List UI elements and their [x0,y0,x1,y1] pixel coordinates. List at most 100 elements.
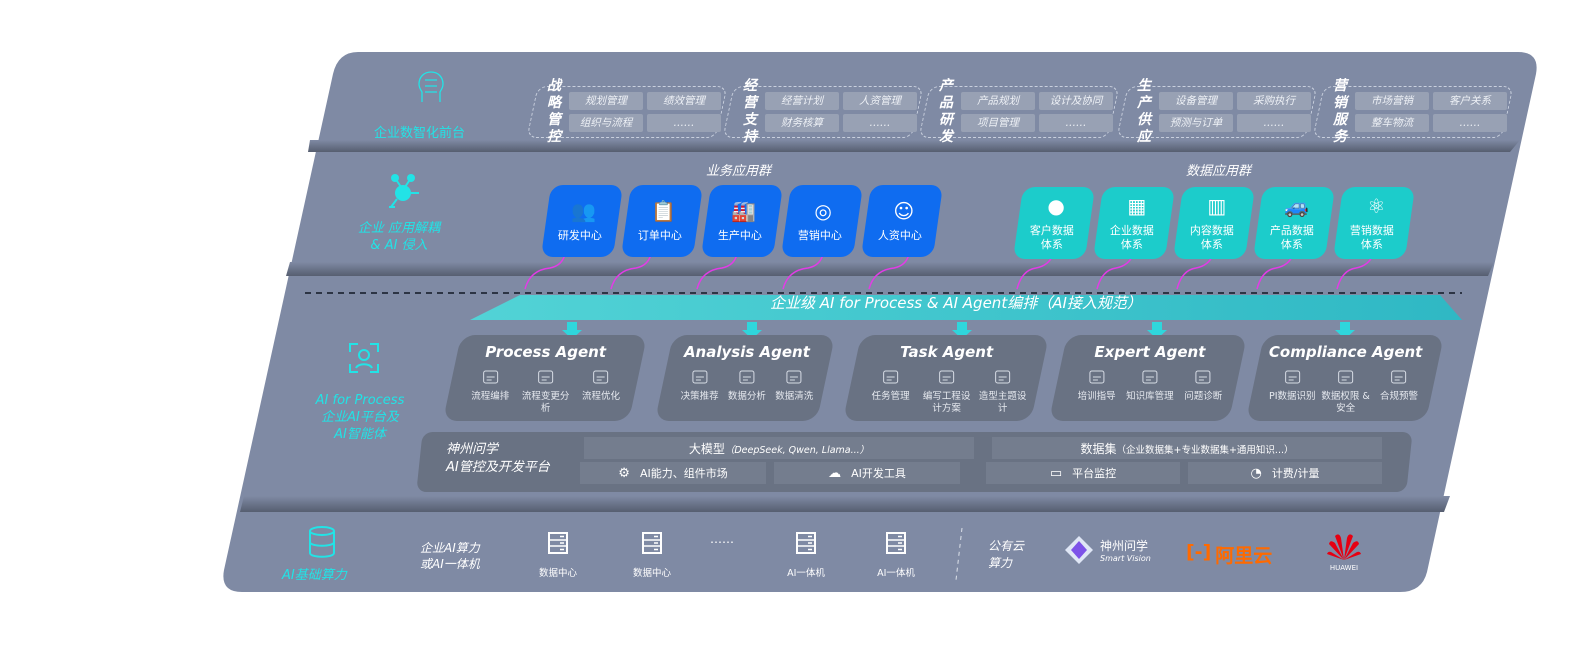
front-item[interactable]: 规划管理 [569,92,643,110]
aliyun-bracket-icon: [-] [1186,541,1212,563]
ai-market-button[interactable]: ⚙ AI能力、组件市场 [580,462,766,484]
agent-card[interactable]: Analysis Agent 决策推荐 数据分析 数据清洗 [654,335,836,421]
flow-icon [482,370,498,384]
front-item[interactable]: 人资管理 [843,92,917,110]
layer-label-front: 企业数智化前台 [374,126,466,141]
group-title: 产品 研发 [939,78,953,145]
front-group: 营销 服务 市场营销 客户关系 整车物流…… [1312,78,1514,145]
face-scan-icon [349,343,379,373]
front-item[interactable]: 设计及协同 [1039,92,1113,110]
agent-feature[interactable]: 问题诊断 [1177,369,1230,403]
user-icon: ● [1047,194,1066,218]
security-icon [1338,370,1354,384]
users-icon: 👥 [570,199,596,223]
front-item[interactable]: …… [1039,114,1113,132]
agent-feature[interactable]: 流程变更分析 [518,369,573,415]
data-app-card[interactable]: 🚙 产品数据 体系 [1252,187,1336,259]
data-app-card[interactable]: ● 客户数据 体系 [1012,187,1096,259]
business-app-card[interactable]: 👥 研发中心 [540,185,624,257]
platform-monitor-button[interactable]: ▭ 平台监控 [986,462,1180,484]
business-app-card[interactable]: 📋 订单中心 [620,185,704,257]
front-group: 生产 供应 设备管理 采购执行 预测与订单…… [1116,78,1318,145]
agent-feature[interactable]: 知识库管理 [1123,369,1176,403]
ai-dev-tools-button[interactable]: ☁ AI开发工具 [774,462,960,484]
front-item[interactable]: 财务核算 [765,114,839,132]
agent-card[interactable]: Compliance Agent PI数据识别 数据权限 & 安全 合规预警 [1245,335,1445,421]
orchestration-banner: 企业级 AI for Process & AI Agent编排（AI接入规范） [770,294,1142,312]
agent-card[interactable]: Expert Agent 培训指导 知识库管理 问题诊断 [1048,335,1248,421]
front-item[interactable]: …… [1237,114,1311,132]
agent-feature[interactable]: 决策推荐 [676,369,723,403]
decision-icon [692,370,708,384]
brain-icon [418,71,444,102]
layer-separator [240,496,1450,512]
front-item[interactable]: 采购执行 [1237,92,1311,110]
business-app-card[interactable]: 🏭 生产中心 [700,185,784,257]
front-item[interactable]: 绩效管理 [647,92,721,110]
compute-server: AI一体机 [776,532,836,579]
analysis-icon [739,370,755,384]
layers-icon [1142,370,1158,384]
front-item[interactable]: …… [1433,114,1507,132]
front-item[interactable]: 经营计划 [765,92,839,110]
id-card-icon [1284,370,1300,384]
arrow-down-icon [1147,322,1167,339]
front-item[interactable]: 产品规划 [961,92,1035,110]
cloud-code-icon: ☁ [828,465,842,481]
agent-card[interactable]: Process Agent 流程编排 流程变更分析 流程优化 [442,335,648,421]
agent-feature[interactable]: 造型主题设计 [975,369,1031,415]
huawei-logo: HUAWEI [1322,532,1366,572]
agent-feature[interactable]: 流程编排 [463,369,518,415]
compute-server: 数据中心 [528,532,588,579]
data-app-card[interactable]: ▥ 内容数据 体系 [1172,187,1256,259]
data-app-card[interactable]: ⚛ 营销数据 体系 [1332,187,1416,259]
group-title: 经营 支持 [743,78,757,145]
optimize-icon [593,370,609,384]
building-icon: ▦ [1126,194,1146,218]
infra-divider [955,527,963,581]
front-item[interactable]: 客户关系 [1433,92,1507,110]
data-apps-title: 数据应用群 [1186,164,1252,179]
agent-feature[interactable]: 数据清洗 [771,369,818,403]
agent-feature[interactable]: 流程优化 [573,369,628,415]
agent-feature[interactable]: 合规预警 [1372,369,1425,415]
front-item[interactable]: …… [647,114,721,132]
down-arrows [562,322,1355,339]
group-title: 战略 管控 [547,78,561,145]
data-app-card[interactable]: ▦ 企业数据 体系 [1092,187,1176,259]
enterprise-compute-label: 企业AI算力 或AI一体机 [420,541,480,571]
agent-feature[interactable]: PI数据识别 [1266,369,1319,415]
front-item[interactable]: 项目管理 [961,114,1035,132]
front-item[interactable]: …… [843,114,917,132]
dataset-bar: 数据集（企业数据集+专业数据集+通用知识...） [992,437,1382,459]
arrow-down-icon [562,322,582,339]
agent-feature[interactable]: 培训指导 [1070,369,1123,403]
smartvision-diamond-icon [1065,536,1093,564]
atom-icon: ⚛ [1367,194,1386,218]
front-group: 经营 支持 经营计划 人资管理 财务核算…… [722,78,924,145]
front-item[interactable]: 组织与流程 [569,114,643,132]
front-item[interactable]: 整车物流 [1355,114,1429,132]
list-icon [538,370,554,384]
agent-name: Task Agent [900,343,994,361]
agent-feature[interactable]: 数据权限 & 安全 [1319,369,1372,415]
smartvision-logo: 神州问学 Smart Vision [1064,535,1151,565]
gauge-icon: ◔ [1250,465,1262,481]
agent-card[interactable]: Task Agent 任务管理 编写工程设计方案 造型主题设计 [842,335,1050,421]
arrow-down-icon [1335,322,1355,339]
agent-feature[interactable]: 任务管理 [863,369,919,415]
agent-feature[interactable]: 编写工程设计方案 [919,369,975,415]
billing-button[interactable]: ◔ 计费/计量 [1188,462,1382,484]
front-group: 战略 管控 规划管理 绩效管理 组织与流程…… [526,78,728,145]
front-item[interactable]: 市场营销 [1355,92,1429,110]
molecule-icon [389,174,419,208]
database-icon [309,526,335,558]
agent-feature[interactable]: 数据分析 [723,369,770,403]
market-icon: ⚙ [618,465,630,481]
business-app-card[interactable]: ◎ 营销中心 [780,185,864,257]
front-item[interactable]: 设备管理 [1159,92,1233,110]
business-app-card[interactable]: ☺ 人资中心 [860,185,944,257]
clean-icon [786,370,802,384]
llm-bar: 大模型（DeepSeek, Qwen, Llama...） [584,437,974,459]
front-item[interactable]: 预测与订单 [1159,114,1233,132]
